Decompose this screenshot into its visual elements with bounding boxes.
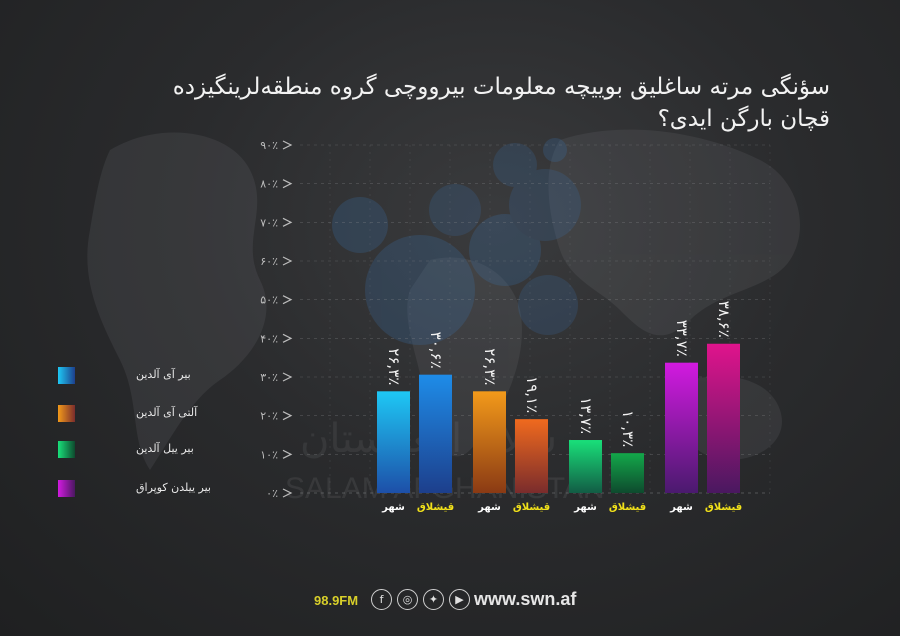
x-category-label: شهر [381, 502, 405, 513]
legend-item: بیر ییلدن کوپراق [58, 480, 211, 500]
y-axis: ۰٪ ۱۰٪ ۲۰٪ ۳۰٪ ۴۰٪ ۵۰٪ ۶۰٪ ۷۰٪ ۸۰٪ ۹۰٪ [260, 139, 293, 500]
chart-title-line2: قچان بارگن ایدی؟ [657, 106, 830, 132]
legend-label: آلتی آی آلدین [136, 406, 198, 419]
bar [569, 440, 602, 493]
x-category-label: قیشلاق [609, 502, 646, 513]
bar-value-label: ۱۹,۱٪ [523, 376, 541, 413]
y-tick-arrow [282, 179, 293, 189]
legend-swatch [58, 480, 75, 497]
legend-swatch [58, 367, 75, 384]
facebook-icon[interactable]: f [371, 589, 392, 610]
legend-swatch [58, 441, 75, 458]
website-link[interactable]: www.swn.af [474, 589, 577, 609]
y-tick-label: ۵۰٪ [260, 294, 278, 307]
legend-label: بیر ییل آلدین [136, 442, 194, 455]
y-tick-arrow [282, 256, 293, 266]
x-category-label: قیشلاق [705, 502, 742, 513]
bar-value-label: ۱۳,۷٪ [577, 397, 595, 434]
x-category-label: قیشلاق [417, 502, 454, 513]
legend-label: بیر آی آلدین [136, 368, 191, 381]
bar [665, 362, 698, 493]
bars [377, 343, 740, 493]
y-tick-label: ۰٪ [266, 487, 278, 500]
y-tick-arrow [282, 140, 293, 150]
legend-label: بیر ییلدن کوپراق [136, 481, 211, 494]
x-category-label: شهر [669, 502, 693, 513]
y-tick-label: ۲۰٪ [260, 410, 278, 423]
bar [515, 419, 548, 493]
twitter-icon[interactable]: ✦ [423, 589, 444, 610]
chart-title-line1: سؤنگی مرته ساغلیق بوییچه معلومات بیرووچی… [172, 74, 830, 100]
legend-swatch [58, 405, 75, 422]
bar-value-label: ۱۰,۳٪ [619, 410, 637, 447]
bar [377, 391, 410, 493]
y-tick-arrow [282, 488, 293, 498]
bar [611, 453, 644, 493]
y-tick-label: ۴۰٪ [260, 332, 278, 345]
y-tick-label: ۹۰٪ [260, 139, 278, 152]
bar-value-label: ۲۶,۳٪ [385, 348, 403, 385]
radio-frequency: 98.9FM [314, 593, 359, 608]
x-category-label: قیشلاق [513, 502, 550, 513]
x-category-label: شهر [477, 502, 501, 513]
y-tick-label: ۷۰٪ [260, 216, 278, 229]
y-tick-label: ۶۰٪ [260, 255, 278, 268]
x-axis-category-labels: شهر قیشلاق شهر قیشلاق شهر قیشلاق شهر قیشلاق [381, 502, 742, 513]
legend-item: آلتی آی آلدین [58, 405, 198, 425]
y-tick-label: ۸۰٪ [260, 178, 278, 191]
bar-value-label: ۳۰,۶٪ [427, 332, 445, 369]
legend-item: بیر ییل آلدین [58, 441, 198, 461]
bar [473, 391, 506, 493]
y-tick-arrow [282, 295, 293, 305]
y-tick-arrow [282, 372, 293, 382]
y-tick-label: ۱۰٪ [260, 448, 278, 461]
y-tick-label: ۳۰٪ [260, 371, 278, 384]
instagram-icon[interactable]: ◎ [397, 589, 418, 610]
legend-item: بیر آی آلدین [58, 367, 198, 387]
y-tick-arrow [282, 411, 293, 421]
bar [707, 343, 740, 493]
y-tick-arrow [282, 333, 293, 343]
y-tick-arrow [282, 449, 293, 459]
bar-value-label: ۲۶,۳٪ [481, 348, 499, 385]
bar-value-labels: ۲۶,۳٪ ۳۰,۶٪ ۲۶,۳٪ ۱۹,۱٪ ۱۳,۷٪ ۱۰,۳٪ ۳۳,۷٪ ۳۸,۶٪ [385, 301, 733, 447]
y-tick-arrow [282, 217, 293, 227]
youtube-icon[interactable]: ▶ [449, 589, 470, 610]
bar-value-label: ۳۸,۶٪ [715, 301, 733, 338]
bar-value-label: ۳۳,۷٪ [673, 320, 691, 357]
bar [419, 374, 452, 493]
x-category-label: شهر [573, 502, 597, 513]
